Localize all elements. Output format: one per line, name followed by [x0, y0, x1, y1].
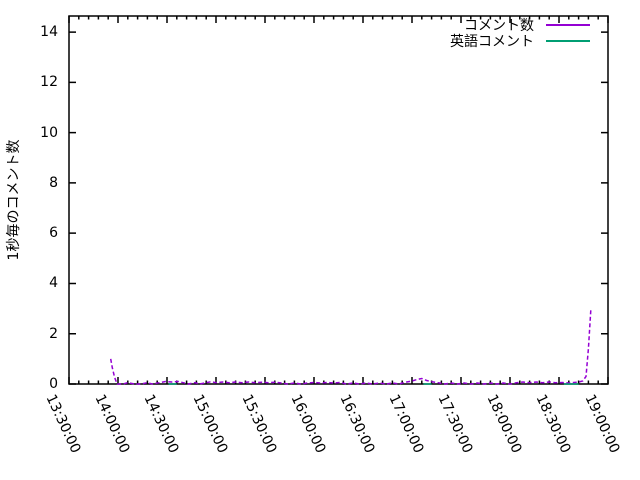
legend-row: コメント数 [450, 17, 590, 34]
y-tick-label: 0 [49, 376, 58, 392]
y-tick-label: 14 [40, 24, 58, 41]
legend-label: コメント数 [464, 18, 534, 34]
y-axis-title: 1秒毎のコメント数 [6, 139, 22, 261]
legend: コメント数 英語コメント [450, 17, 590, 50]
legend-line-sample [546, 40, 590, 42]
plot-frame [68, 15, 609, 385]
legend-line-sample [546, 24, 590, 26]
legend-row: 英語コメント [450, 33, 590, 50]
legend-label: 英語コメント [450, 34, 534, 50]
y-tick-label: 10 [40, 124, 58, 141]
y-tick-label: 6 [49, 225, 58, 242]
y-tick-label: 12 [40, 74, 58, 91]
y-tick-label: 8 [49, 174, 58, 191]
y-tick-label: 2 [49, 325, 58, 342]
axis-ticks [68, 16, 609, 385]
series-line-コメント数 [109, 308, 592, 385]
y-tick-label: 4 [49, 275, 58, 292]
